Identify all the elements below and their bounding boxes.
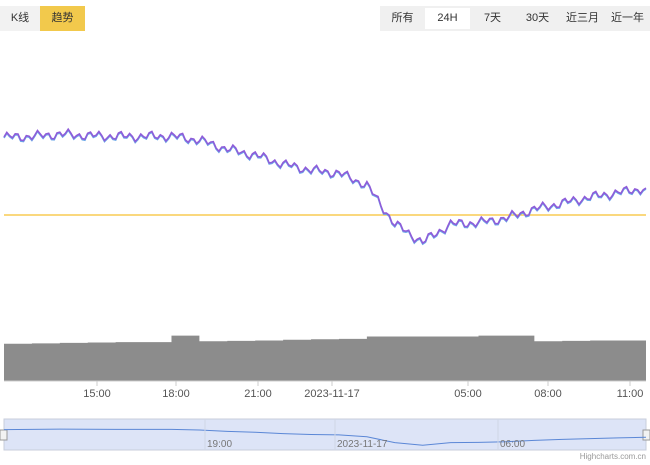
range-7d-button[interactable]: 7天 bbox=[483, 12, 502, 24]
range-3m-button[interactable]: 近三月 bbox=[566, 12, 599, 24]
navigator-right-handle[interactable] bbox=[642, 429, 650, 441]
x-axis: 15:00 18:00 21:00 2023-11-17 05:00 08:00 11:00 bbox=[4, 380, 646, 400]
navigator-tick-label: 19:00 bbox=[207, 439, 232, 450]
navigator-tick-label: 2023-11-17 bbox=[337, 439, 388, 450]
navigator-tick-label: 06:00 bbox=[500, 439, 525, 450]
range-24h-button[interactable]: 24H bbox=[425, 8, 470, 29]
x-tick-label: 11:00 bbox=[617, 388, 644, 400]
x-tick-label: 18:00 bbox=[162, 388, 190, 400]
kline-tab[interactable]: K线 bbox=[0, 6, 40, 31]
view-toggle: K线 趋势 bbox=[0, 6, 85, 31]
range-30d-button[interactable]: 30天 bbox=[525, 12, 550, 24]
range-1y-button[interactable]: 近一年 bbox=[611, 12, 644, 24]
x-tick-label: 05:00 bbox=[454, 388, 482, 400]
trend-tab[interactable]: 趋势 bbox=[40, 6, 85, 31]
range-selector: 所有 24H 7天 30天 近三月 近一年 bbox=[380, 6, 650, 31]
x-tick-label: 08:00 bbox=[534, 388, 562, 400]
navigator-line bbox=[3, 428, 647, 446]
navigator[interactable]: 19:00 2023-11-17 06:00 bbox=[0, 418, 650, 451]
price-line bbox=[3, 127, 647, 245]
price-series bbox=[3, 127, 647, 246]
x-tick-label: 21:00 bbox=[244, 388, 272, 400]
range-all-button[interactable]: 所有 bbox=[391, 12, 414, 24]
price-line-shadow bbox=[3, 128, 647, 246]
volume-shape bbox=[4, 335, 646, 381]
volume-area bbox=[4, 335, 646, 381]
navigator-left-handle[interactable] bbox=[0, 429, 8, 441]
x-tick-label: 15:00 bbox=[83, 388, 111, 400]
credit-link[interactable]: Highcharts.com.cn bbox=[579, 452, 646, 461]
x-tick-label: 2023-11-17 bbox=[304, 388, 359, 400]
